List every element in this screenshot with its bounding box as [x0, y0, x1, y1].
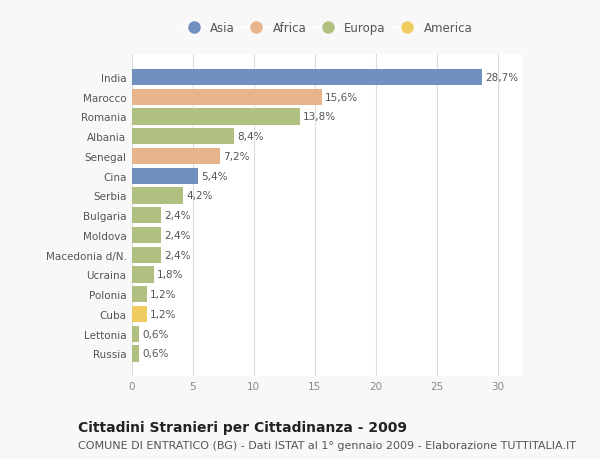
Text: COMUNE DI ENTRATICO (BG) - Dati ISTAT al 1° gennaio 2009 - Elaborazione TUTTITAL: COMUNE DI ENTRATICO (BG) - Dati ISTAT al…: [78, 440, 576, 450]
Bar: [132, 247, 161, 263]
Text: Cittadini Stranieri per Cittadinanza - 2009: Cittadini Stranieri per Cittadinanza - 2…: [78, 420, 407, 434]
Bar: [132, 227, 161, 244]
Text: 13,8%: 13,8%: [303, 112, 337, 122]
Text: 28,7%: 28,7%: [485, 73, 518, 83]
Text: 0,6%: 0,6%: [142, 349, 169, 358]
Text: 8,4%: 8,4%: [238, 132, 264, 142]
Bar: [132, 149, 220, 165]
Legend: Asia, Africa, Europa, America: Asia, Africa, Europa, America: [182, 22, 472, 35]
Text: 1,2%: 1,2%: [149, 290, 176, 300]
Text: 15,6%: 15,6%: [325, 92, 358, 102]
Bar: [132, 286, 146, 302]
Text: 2,4%: 2,4%: [164, 250, 191, 260]
Bar: [132, 267, 154, 283]
Text: 1,2%: 1,2%: [149, 309, 176, 319]
Bar: [132, 168, 198, 185]
Bar: [132, 326, 139, 342]
Bar: [132, 188, 183, 204]
Bar: [132, 346, 139, 362]
Bar: [132, 207, 161, 224]
Bar: [132, 90, 322, 106]
Text: 7,2%: 7,2%: [223, 151, 249, 162]
Text: 5,4%: 5,4%: [201, 171, 227, 181]
Bar: [132, 129, 235, 145]
Text: 4,2%: 4,2%: [186, 191, 213, 201]
Text: 0,6%: 0,6%: [142, 329, 169, 339]
Bar: [132, 109, 300, 125]
Text: 2,4%: 2,4%: [164, 230, 191, 241]
Bar: [132, 70, 482, 86]
Bar: [132, 306, 146, 322]
Text: 2,4%: 2,4%: [164, 211, 191, 221]
Text: 1,8%: 1,8%: [157, 270, 184, 280]
